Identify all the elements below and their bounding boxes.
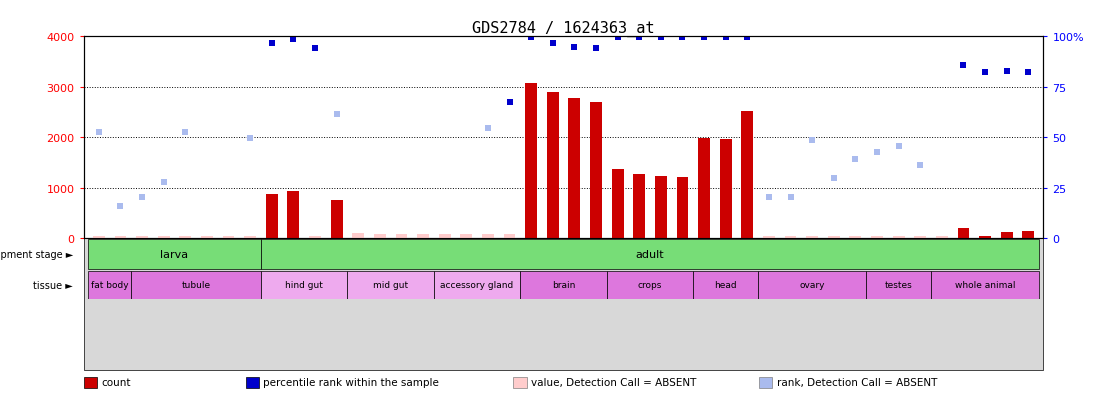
Text: percentile rank within the sample: percentile rank within the sample <box>263 377 440 387</box>
Bar <box>590 103 602 239</box>
Bar <box>893 236 905 239</box>
Bar <box>132 271 261 299</box>
Bar <box>547 93 559 239</box>
Bar <box>347 271 434 299</box>
Bar <box>461 235 472 239</box>
Bar <box>958 229 970 239</box>
Bar <box>180 236 191 239</box>
Bar <box>936 236 947 239</box>
Text: accessory gland: accessory gland <box>441 280 513 290</box>
Bar <box>607 271 693 299</box>
Text: fat body: fat body <box>90 280 128 290</box>
Bar <box>1001 233 1012 239</box>
Bar <box>288 192 299 239</box>
Bar <box>261 271 347 299</box>
Bar <box>395 235 407 239</box>
Bar <box>201 236 213 239</box>
Bar <box>720 140 732 239</box>
Bar <box>434 271 520 299</box>
Bar <box>439 235 451 239</box>
Bar <box>633 175 645 239</box>
Bar <box>866 271 931 299</box>
Bar <box>785 236 797 239</box>
Bar <box>244 236 256 239</box>
Text: head: head <box>714 280 737 290</box>
Bar <box>568 99 580 239</box>
Bar <box>261 240 1039 270</box>
Bar <box>309 236 321 239</box>
Text: mid gut: mid gut <box>373 280 408 290</box>
Bar <box>828 236 839 239</box>
Text: brain: brain <box>552 280 575 290</box>
Bar <box>482 235 494 239</box>
Bar <box>330 200 343 239</box>
Text: adult: adult <box>636 249 664 260</box>
Bar <box>931 271 1039 299</box>
Text: tissue ►: tissue ► <box>33 280 73 290</box>
Text: testes: testes <box>885 280 913 290</box>
Bar <box>417 235 429 239</box>
Bar <box>676 177 689 239</box>
Text: hind gut: hind gut <box>286 280 324 290</box>
Bar <box>222 236 234 239</box>
Text: count: count <box>102 377 131 387</box>
Bar <box>88 240 261 270</box>
Bar <box>693 271 758 299</box>
Text: larva: larva <box>161 249 189 260</box>
Title: GDS2784 / 1624363_at: GDS2784 / 1624363_at <box>472 21 655 37</box>
Bar <box>699 139 710 239</box>
Bar <box>1022 232 1035 239</box>
Bar <box>612 169 624 239</box>
Text: crops: crops <box>638 280 662 290</box>
Text: whole animal: whole animal <box>955 280 1016 290</box>
Text: ovary: ovary <box>799 280 825 290</box>
Text: value, Detection Call = ABSENT: value, Detection Call = ABSENT <box>531 377 696 387</box>
Bar <box>979 236 991 239</box>
Bar <box>741 112 753 239</box>
Bar <box>758 271 866 299</box>
Bar <box>914 236 926 239</box>
Text: development stage ►: development stage ► <box>0 249 73 260</box>
Bar <box>157 236 170 239</box>
Bar <box>763 236 775 239</box>
Bar <box>84 239 1043 370</box>
Bar <box>526 84 537 239</box>
Bar <box>93 236 105 239</box>
Bar <box>520 271 607 299</box>
Bar <box>353 234 364 239</box>
Bar <box>266 195 278 239</box>
Bar <box>115 236 126 239</box>
Bar <box>655 176 666 239</box>
Bar <box>503 235 516 239</box>
Text: rank, Detection Call = ABSENT: rank, Detection Call = ABSENT <box>777 377 937 387</box>
Bar <box>806 236 818 239</box>
Bar <box>136 236 148 239</box>
Text: tubule: tubule <box>182 280 211 290</box>
Bar <box>849 236 862 239</box>
Bar <box>88 271 132 299</box>
Bar <box>872 236 883 239</box>
Bar <box>374 235 386 239</box>
